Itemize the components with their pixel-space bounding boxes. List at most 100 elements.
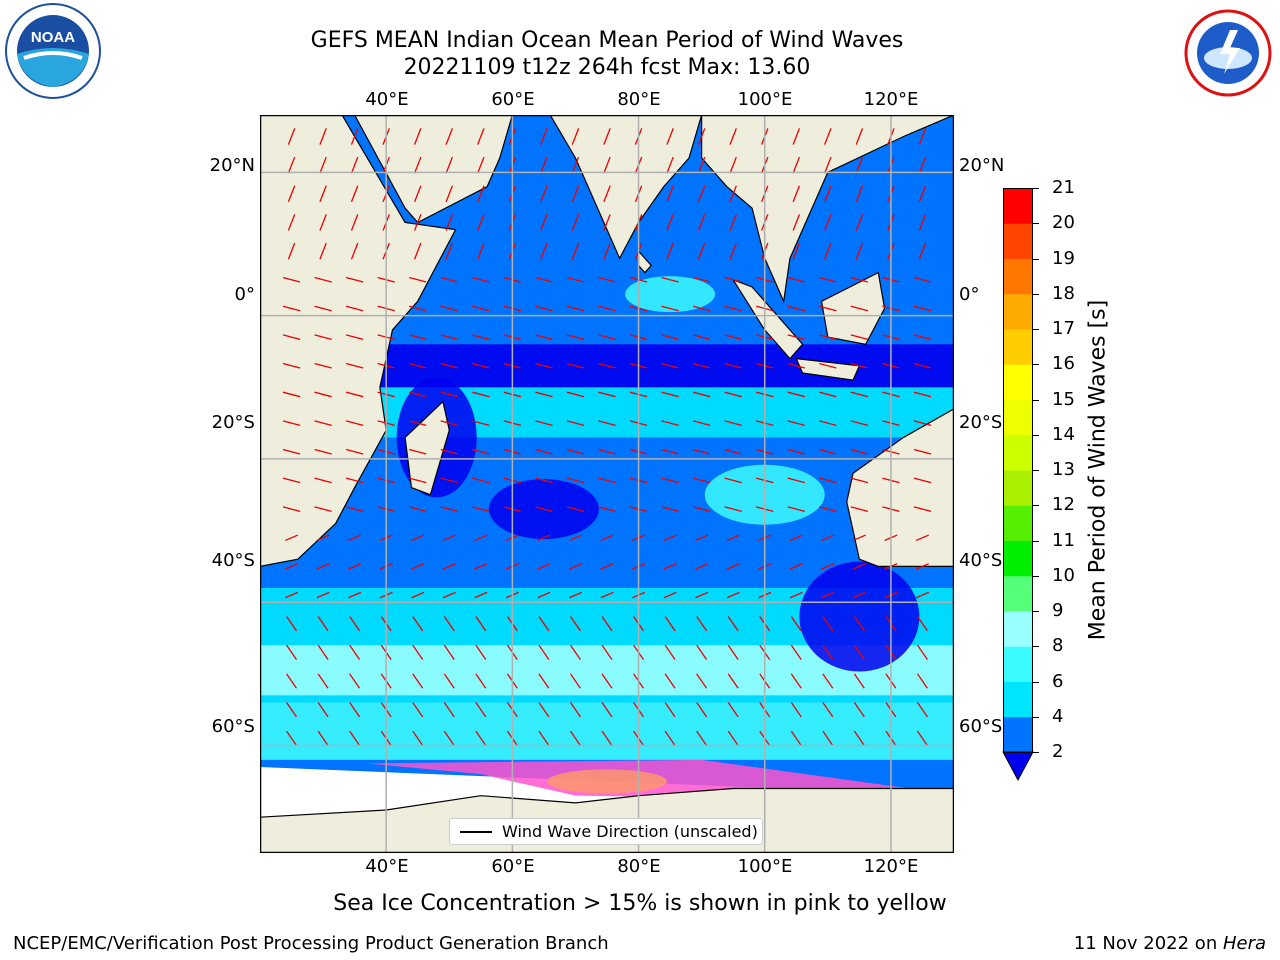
lon-tick-top: 100°E (737, 89, 793, 110)
wave-arrow (601, 673, 613, 689)
wave-arrow (787, 334, 805, 340)
wave-arrow (440, 334, 458, 340)
wave-arrow (855, 185, 864, 203)
wave-arrow (729, 242, 737, 260)
wave-arrow (314, 276, 332, 283)
wave-arrow (666, 128, 674, 145)
wave-arrow (475, 644, 487, 660)
wave-arrow (566, 448, 585, 455)
wave-arrow (692, 276, 711, 283)
wave-arrow (411, 534, 425, 542)
colorbar-tick-label: 11 (1052, 529, 1075, 551)
wave-arrow (286, 616, 298, 632)
wave-arrow (692, 305, 711, 312)
wave-arrow (915, 591, 930, 599)
wave-arrow (918, 214, 927, 231)
wave-arrow (855, 128, 864, 145)
wave-arrow (286, 730, 298, 746)
wave-arrow (566, 362, 585, 369)
wave-arrow (913, 448, 932, 455)
colorbar-tick-mark (1033, 364, 1039, 366)
wave-arrow (319, 242, 327, 260)
wave-arrow (601, 644, 613, 660)
wave-arrow (692, 420, 711, 426)
colorbar-tick-label: 8 (1052, 635, 1064, 657)
wave-arrow (918, 128, 927, 145)
wave-arrow (282, 506, 301, 512)
colorbar-tick-label: 2 (1052, 741, 1064, 762)
wave-arrow (440, 305, 458, 312)
wave-arrow (603, 128, 611, 145)
colorbar-segment (1003, 434, 1033, 471)
wave-arrow (598, 334, 616, 340)
wave-arrow (442, 591, 456, 599)
colorbar-tick-mark (1033, 540, 1039, 542)
colorbar-segment (1003, 329, 1033, 365)
wave-arrow (472, 305, 490, 312)
wave-arrow (314, 448, 332, 455)
wave-arrow (598, 362, 616, 369)
wave-arrow (537, 591, 551, 599)
wave-arrow (819, 362, 837, 369)
colorbar-label: Mean Period of Wind Waves [s] (1085, 299, 1111, 641)
lat-tick-right: 0° (959, 284, 980, 305)
wave-arrow (855, 214, 864, 231)
lat-tick-right: 20°S (959, 412, 1003, 433)
lon-tick-bottom: 40°E (365, 856, 409, 877)
wave-arrow (792, 185, 801, 203)
wave-arrow (787, 362, 805, 369)
wave-arrow (601, 616, 613, 632)
wave-arrow (571, 128, 580, 145)
wave-arrow (440, 477, 458, 484)
wave-arrow (282, 276, 301, 283)
colorbar-segment (1003, 540, 1033, 577)
wave-arrow (345, 420, 364, 426)
wave-arrow (821, 591, 835, 599)
wave-arrow (663, 534, 677, 542)
wave-arrow (348, 534, 362, 542)
colorbar-segment (1003, 293, 1033, 330)
wave-arrow (535, 391, 553, 398)
wave-arrow (472, 334, 490, 340)
wave-arrow (316, 534, 330, 542)
wave-arrow (727, 644, 739, 660)
land-java (795, 357, 861, 381)
field-patch (625, 276, 716, 313)
lat-tick-right: 60°S (959, 716, 1003, 737)
colorbar-tick-mark (1033, 399, 1039, 401)
map-legend: Wind Wave Direction (unscaled) (449, 818, 763, 845)
wave-arrow (571, 156, 580, 174)
wave-arrow (566, 420, 585, 426)
wave-arrow (349, 730, 361, 746)
colorbar-segment (1003, 364, 1033, 400)
wave-arrow (666, 242, 674, 260)
wave-arrow (412, 702, 424, 718)
wave-arrow (413, 128, 422, 145)
wave-arrow (284, 563, 299, 570)
wave-arrow (409, 420, 427, 426)
wave-period-map (260, 115, 954, 853)
wave-arrow (790, 616, 802, 632)
wave-arrow (472, 362, 490, 369)
wave-arrow (852, 591, 866, 599)
wave-arrow (918, 185, 927, 203)
wave-arrow (792, 156, 801, 174)
colorbar-segment (1003, 575, 1033, 612)
colorbar-segment (1003, 399, 1033, 436)
colorbar-tick-label: 9 (1052, 600, 1064, 621)
colorbar-segment (1003, 611, 1033, 647)
wave-arrow (412, 644, 424, 660)
wave-arrow (472, 420, 490, 426)
colorbar-tick-mark (1033, 329, 1039, 330)
wave-arrow (409, 334, 427, 340)
field-band (260, 702, 954, 760)
colorbar-tick-mark (1033, 681, 1039, 683)
lat-tick-right: 40°S (959, 550, 1003, 571)
wave-arrow (443, 616, 455, 632)
wave-arrow (413, 156, 422, 174)
wave-arrow (853, 644, 865, 660)
wave-arrow (695, 563, 709, 570)
wave-arrow (409, 362, 427, 369)
wave-arrow (409, 305, 427, 312)
wave-arrow (724, 276, 742, 283)
